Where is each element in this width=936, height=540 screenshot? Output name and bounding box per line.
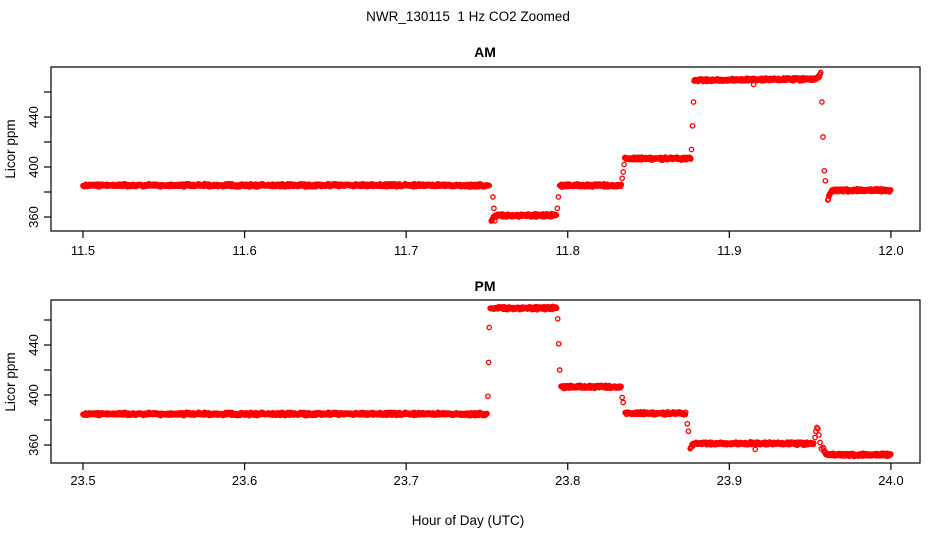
y-axis-label-am: Licor ppm (3, 119, 18, 178)
y-tick-label: 360 (26, 434, 41, 456)
x-tick-label: 24.0 (878, 473, 903, 488)
panel-pm: 23.5 23.6 23.7 23.8 23.9 24.0 360 400 440 (26, 299, 921, 488)
y-tick-label: 360 (26, 206, 41, 228)
x-tick-label: 11.9 (717, 243, 741, 258)
y-tick-label: 440 (26, 106, 41, 128)
x-tick-label: 23.6 (232, 473, 257, 488)
main-title: NWR_130115 1 Hz CO2 Zoomed (366, 9, 570, 24)
x-tick-label: 11.7 (394, 243, 418, 258)
y-tick-label: 400 (26, 156, 41, 178)
data-points (80, 69, 894, 224)
x-tick-label: 23.9 (717, 473, 742, 488)
panel-title-pm: PM (475, 278, 496, 294)
x-tick-label: 11.5 (71, 243, 95, 258)
x-tick-label: 12.0 (878, 243, 903, 258)
plot-box (50, 299, 921, 464)
y-axis-label-pm: Licor ppm (3, 352, 18, 411)
y-tick-label: 440 (26, 334, 41, 356)
x-tick-label: 23.7 (394, 473, 419, 488)
x-tick-label: 11.6 (232, 243, 256, 258)
y-tick-label: 400 (26, 384, 41, 406)
panel-am: 11.5 11.6 11.7 11.8 11.9 12.0 360 400 440 (26, 66, 921, 258)
panel-title-am: AM (474, 44, 496, 60)
x-tick-label: 23.5 (70, 473, 95, 488)
data-points (80, 303, 894, 460)
x-tick-label: 23.8 (555, 473, 580, 488)
x-tick-label: 11.8 (556, 243, 580, 258)
x-axis-label: Hour of Day (UTC) (412, 513, 525, 528)
plot-box (50, 66, 921, 232)
